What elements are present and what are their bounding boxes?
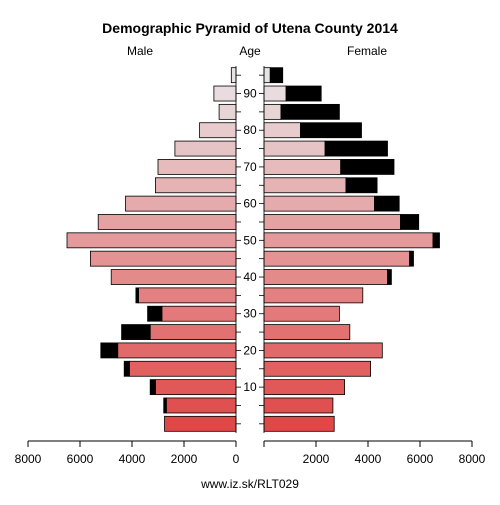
age-tick-label: 20 xyxy=(243,343,257,357)
age-tick-label: 60 xyxy=(243,197,257,211)
female-bar xyxy=(263,342,383,359)
x-tick-label: 4000 xyxy=(119,452,146,466)
female-label: Female xyxy=(347,44,387,58)
male-excess-bar xyxy=(135,287,139,304)
age-tick-label: 40 xyxy=(243,270,257,284)
male-bar xyxy=(154,177,237,194)
female-excess-bar xyxy=(432,232,440,249)
male-bar xyxy=(199,122,237,139)
female-bar xyxy=(263,177,347,194)
male-bar xyxy=(165,397,237,414)
female-bar xyxy=(263,415,335,432)
x-tick-label: 2000 xyxy=(303,452,330,466)
male-excess-bar xyxy=(163,397,167,414)
male-bar xyxy=(149,324,237,340)
x-tick-label: 6000 xyxy=(67,452,94,466)
male-bar xyxy=(138,287,237,304)
male-excess-bar xyxy=(149,379,156,396)
x-tick-label: 2000 xyxy=(171,452,198,466)
male-bar xyxy=(157,159,237,175)
male-excess-bar xyxy=(147,305,163,322)
female-excess-bar xyxy=(374,195,400,212)
male-bar xyxy=(128,360,237,377)
female-bar xyxy=(263,195,375,212)
male-excess-bar xyxy=(121,324,151,340)
age-tick-label: 50 xyxy=(243,233,257,247)
male-bar xyxy=(66,232,237,249)
female-excess-bar xyxy=(409,250,414,267)
female-bar xyxy=(263,214,401,230)
female-bar xyxy=(263,397,334,414)
male-bar xyxy=(174,140,237,157)
female-bar xyxy=(263,287,364,304)
female-excess-bar xyxy=(324,140,388,157)
female-bar xyxy=(263,85,287,102)
female-excess-bar xyxy=(280,103,340,120)
male-excess-bar xyxy=(100,342,119,359)
axis-layer: 90 80 70 60 50 40 30 20 10 8000 6000 4000 2000 0 2000 4… xyxy=(15,66,486,466)
x-tick-label: 0 xyxy=(233,452,240,466)
female-excess-bar xyxy=(269,67,284,84)
male-bar xyxy=(90,250,237,267)
bars-layer xyxy=(66,67,440,432)
female-bar xyxy=(263,324,351,340)
female-excess-bar xyxy=(400,214,420,230)
male-excess-bar xyxy=(123,360,130,377)
male-bar xyxy=(230,67,237,84)
female-bar xyxy=(263,159,342,175)
female-excess-bar xyxy=(340,159,395,175)
male-bar xyxy=(161,305,237,322)
x-tick-label: 8000 xyxy=(15,452,42,466)
female-bar xyxy=(263,140,326,157)
female-bar xyxy=(263,379,345,396)
female-bar xyxy=(263,250,411,267)
male-bar xyxy=(97,214,237,230)
female-excess-bar xyxy=(345,177,378,194)
male-bar xyxy=(125,195,237,212)
male-bar xyxy=(154,379,237,396)
age-tick-label: 70 xyxy=(243,160,257,174)
male-bar xyxy=(213,85,237,102)
age-tick-label: 90 xyxy=(243,87,257,101)
x-tick-label: 4000 xyxy=(355,452,382,466)
x-tick-label: 8000 xyxy=(459,452,486,466)
age-tick-label: 80 xyxy=(243,123,257,137)
age-tick-label: 30 xyxy=(243,307,257,321)
female-bar xyxy=(263,305,340,322)
male-bar xyxy=(218,103,237,120)
female-excess-bar xyxy=(285,85,322,102)
x-tick-label: 6000 xyxy=(407,452,434,466)
female-bar xyxy=(263,360,371,377)
female-bar xyxy=(263,122,301,139)
male-bar xyxy=(164,415,237,432)
female-bar xyxy=(263,103,282,120)
female-excess-bar xyxy=(299,122,362,139)
chart-title: Demographic Pyramid of Utena County 2014 xyxy=(102,20,398,36)
male-label: Male xyxy=(127,44,153,58)
female-bar xyxy=(263,232,434,249)
source-footer: www.iz.sk/RLT029 xyxy=(200,477,299,491)
female-excess-bar xyxy=(387,269,392,285)
male-bar xyxy=(117,342,237,359)
female-bar xyxy=(263,67,271,84)
male-bar xyxy=(110,269,237,285)
female-bar xyxy=(263,269,388,285)
age-tick-label: 10 xyxy=(243,380,257,394)
age-label: Age xyxy=(239,44,261,58)
